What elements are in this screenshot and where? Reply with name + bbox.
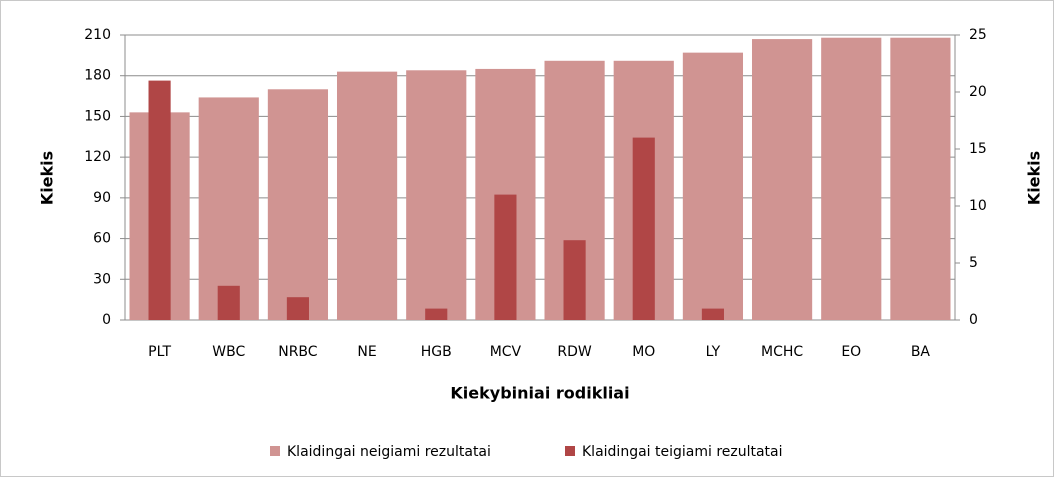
bar (890, 37, 951, 320)
bar (563, 240, 586, 320)
y-tick-label: 150 (84, 108, 111, 124)
x-tick-label: MCV (490, 344, 522, 360)
legend-label: Klaidingai neigiami rezultatai (287, 444, 491, 460)
bar (821, 37, 882, 320)
y2-axis-title: Kiekis (1025, 151, 1044, 205)
bar (751, 39, 813, 320)
x-tick-label: NRBC (278, 344, 318, 360)
y2-tick-label: 0 (969, 312, 978, 328)
x-tick-label: HGB (421, 344, 452, 360)
y-tick-label: 0 (102, 312, 111, 328)
x-tick-label: LY (706, 344, 721, 360)
y2-tick-label: 25 (969, 27, 987, 43)
y2-tick-label: 20 (969, 84, 987, 100)
legend-swatch (270, 446, 280, 456)
y2-tick-label: 15 (969, 141, 987, 157)
bar (701, 308, 724, 320)
bar (682, 52, 744, 321)
y-tick-label: 210 (84, 27, 111, 43)
x-tick-label: NE (357, 344, 376, 360)
x-tick-label: EO (841, 344, 861, 360)
bar (148, 80, 171, 320)
bar (406, 70, 467, 321)
y-tick-label: 120 (84, 149, 111, 165)
bar (632, 137, 655, 320)
x-tick-label: WBC (212, 344, 245, 360)
y2-tick-label: 10 (969, 198, 987, 214)
x-axis-title: Kiekybiniai rodikliai (450, 384, 629, 403)
bar (198, 97, 259, 320)
bar (336, 71, 398, 321)
y-tick-label: 180 (84, 68, 111, 84)
x-tick-label: PLT (148, 344, 171, 360)
bar (217, 285, 240, 320)
y-axis-title: Kiekis (38, 151, 57, 205)
x-tick-label: RDW (557, 344, 592, 360)
bar (267, 89, 329, 321)
legend-label: Klaidingai teigiami rezultatai (582, 444, 783, 460)
y-tick-label: 90 (93, 190, 111, 206)
y-tick-label: 60 (93, 231, 111, 247)
x-tick-label: MO (632, 344, 655, 360)
legend-swatch (565, 446, 575, 456)
x-tick-label: BA (911, 344, 931, 360)
bar (425, 308, 448, 320)
bar (494, 194, 517, 320)
y-tick-label: 30 (93, 271, 111, 287)
bar (286, 297, 309, 320)
y2-tick-label: 5 (969, 255, 978, 271)
x-tick-label: MCHC (761, 344, 803, 360)
